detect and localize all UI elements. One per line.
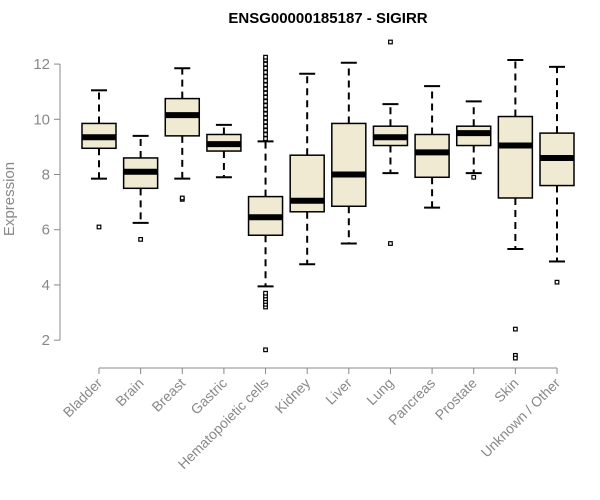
y-tick-label: 8 xyxy=(42,167,50,184)
box-iqr xyxy=(331,122,367,208)
boxes-layer xyxy=(81,39,575,361)
y-tick-label: 2 xyxy=(42,332,50,349)
x-tick-label: Brain xyxy=(112,375,146,409)
outlier-point xyxy=(179,195,185,201)
box-kidney xyxy=(289,72,325,266)
outlier-point xyxy=(263,132,268,137)
outlier-point xyxy=(554,279,560,285)
outlier-point xyxy=(263,290,268,296)
outlier-point xyxy=(263,86,268,92)
box-pancreas xyxy=(414,85,450,209)
box-prostate xyxy=(455,100,492,180)
box-liver xyxy=(331,61,367,245)
outlier-point xyxy=(263,90,268,96)
box-iqr xyxy=(497,115,534,199)
box-unknown-other xyxy=(539,65,575,285)
x-tick-label: Skin xyxy=(491,375,522,406)
x-tick-label: Liver xyxy=(322,375,355,408)
outlier-point xyxy=(263,98,268,104)
y-tick-label: 10 xyxy=(33,111,50,128)
x-tick-label: Breast xyxy=(148,375,188,415)
x-tick-label: Prostate xyxy=(432,375,480,423)
outlier-point xyxy=(263,65,268,71)
outlier-point xyxy=(263,74,268,79)
box-skin xyxy=(497,58,534,361)
y-tick-label: 12 xyxy=(33,56,50,73)
outlier-point xyxy=(263,82,268,88)
outlier-point xyxy=(96,224,102,230)
outlier-point xyxy=(388,241,393,246)
outlier-point xyxy=(263,127,268,133)
outlier-point xyxy=(263,111,268,117)
outlier-point xyxy=(512,326,518,332)
x-tick-label: Lung xyxy=(363,375,396,408)
box-gastric xyxy=(206,123,242,179)
box-breast xyxy=(164,67,201,202)
box-bladder xyxy=(81,89,117,230)
y-tick-label: 4 xyxy=(42,277,50,294)
outlier-point xyxy=(263,103,268,108)
y-tick-label: 6 xyxy=(42,222,50,239)
outlier-point xyxy=(263,54,268,60)
x-tick-label: Kidney xyxy=(272,375,314,417)
x-tick-label: Bladder xyxy=(60,375,106,421)
outlier-point xyxy=(263,123,268,129)
outlier-point xyxy=(512,355,518,361)
outlier-point xyxy=(263,94,268,100)
box-lung xyxy=(372,39,409,246)
box-iqr xyxy=(414,133,450,179)
outlier-point xyxy=(263,61,268,67)
box-hematopoietic-cells xyxy=(247,54,284,353)
outlier-point xyxy=(138,236,144,242)
y-axis-label: Expression xyxy=(1,162,18,236)
outlier-point xyxy=(263,347,268,353)
y-axis: 2 4 6 8 10 12 xyxy=(33,56,61,349)
outlier-point xyxy=(263,107,268,113)
outlier-point xyxy=(388,39,393,45)
outlier-point xyxy=(263,119,268,125)
x-tick-label: Unknown / Other xyxy=(478,375,564,461)
outlier-point xyxy=(471,174,477,180)
outlier-point xyxy=(263,78,268,84)
outlier-point xyxy=(263,69,268,75)
box-brain xyxy=(122,134,159,242)
outlier-point xyxy=(263,136,268,142)
chart-title: ENSG00000185187 - SIGIRR xyxy=(228,10,427,27)
outlier-point xyxy=(263,115,268,121)
